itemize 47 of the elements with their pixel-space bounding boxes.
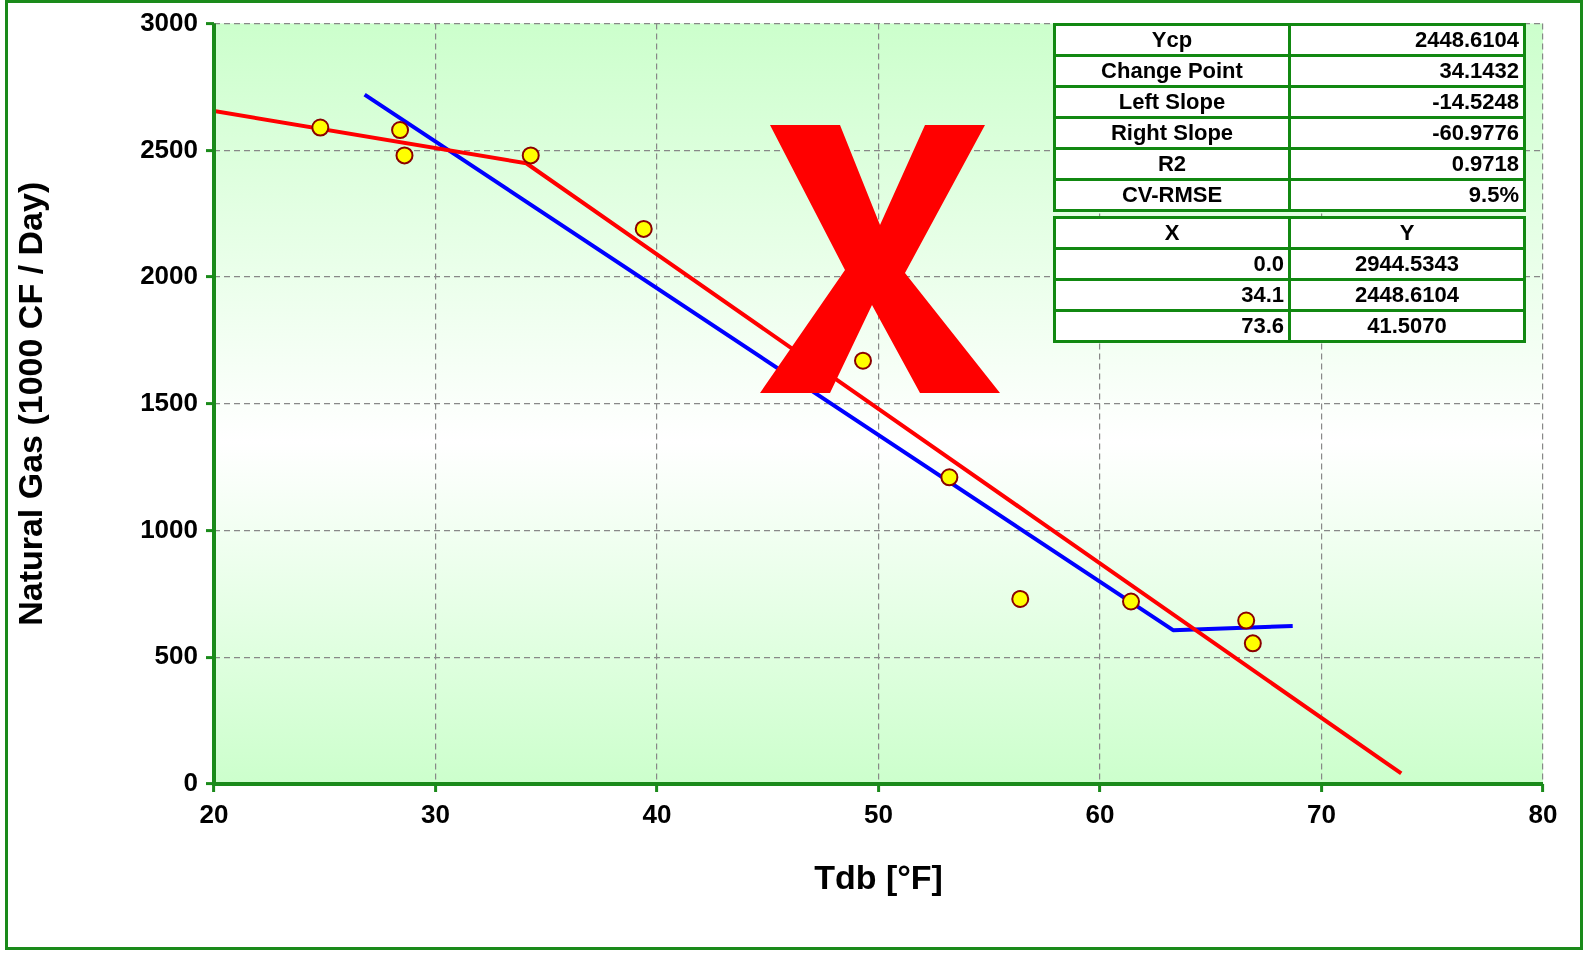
point: [634, 219, 653, 238]
annotation: Ycp: [1054, 24, 1290, 56]
annotation: R2: [1054, 148, 1290, 180]
point: [1011, 589, 1030, 608]
annotation: 34.1432: [1289, 55, 1525, 87]
point: [854, 351, 872, 370]
point: [1237, 611, 1256, 630]
annotation: Left Slope: [1054, 86, 1290, 118]
annotation: 0.0: [1054, 248, 1290, 280]
annotation: 41.5070: [1289, 310, 1525, 342]
point: [395, 146, 414, 165]
y-tick-label: 1000: [140, 513, 198, 544]
annotation: CV-RMSE: [1054, 179, 1290, 211]
annotation: Change Point: [1054, 55, 1290, 87]
x-tick-label: 60: [1085, 798, 1115, 829]
y-axis-title: Natural Gas (1000 CF / Day): [10, 181, 49, 626]
annotation: 34.1: [1054, 279, 1290, 311]
annotation: 73.6: [1054, 310, 1290, 342]
point: [1122, 592, 1141, 611]
annotation: 2944.5343: [1289, 248, 1525, 280]
x-tick-label: 40: [642, 798, 672, 829]
annotation: 0.9718: [1289, 148, 1525, 180]
annotation: -60.9776: [1289, 117, 1525, 149]
y-tick-label: 2000: [140, 260, 198, 291]
point: [940, 468, 959, 487]
annotation: X: [1054, 217, 1290, 249]
annotation: 2448.6104: [1289, 279, 1525, 311]
annotation: Y: [1289, 217, 1525, 249]
point: [1243, 634, 1262, 653]
point: [521, 146, 540, 165]
point: [311, 118, 330, 137]
annotation: 9.5%: [1289, 179, 1525, 211]
y-tick-label: 0: [183, 767, 198, 798]
x-tick-label: 50: [864, 798, 893, 829]
point: [391, 121, 410, 140]
x-tick-label: 80: [1528, 798, 1558, 829]
y-tick-label: 1500: [140, 386, 198, 417]
annotation: Right Slope: [1054, 117, 1290, 149]
x-axis-title: Tdb [°F]: [814, 857, 943, 896]
y-tick-label: 2500: [140, 133, 198, 164]
y-tick-label: 3000: [140, 6, 198, 37]
x-tick-label: 20: [199, 798, 229, 829]
x-tick-label: 70: [1307, 798, 1336, 829]
annotation: 2448.6104: [1289, 24, 1525, 56]
y-tick-label: 500: [154, 640, 198, 671]
annotation: -14.5248: [1289, 86, 1525, 118]
x-tick-label: 30: [421, 798, 450, 829]
